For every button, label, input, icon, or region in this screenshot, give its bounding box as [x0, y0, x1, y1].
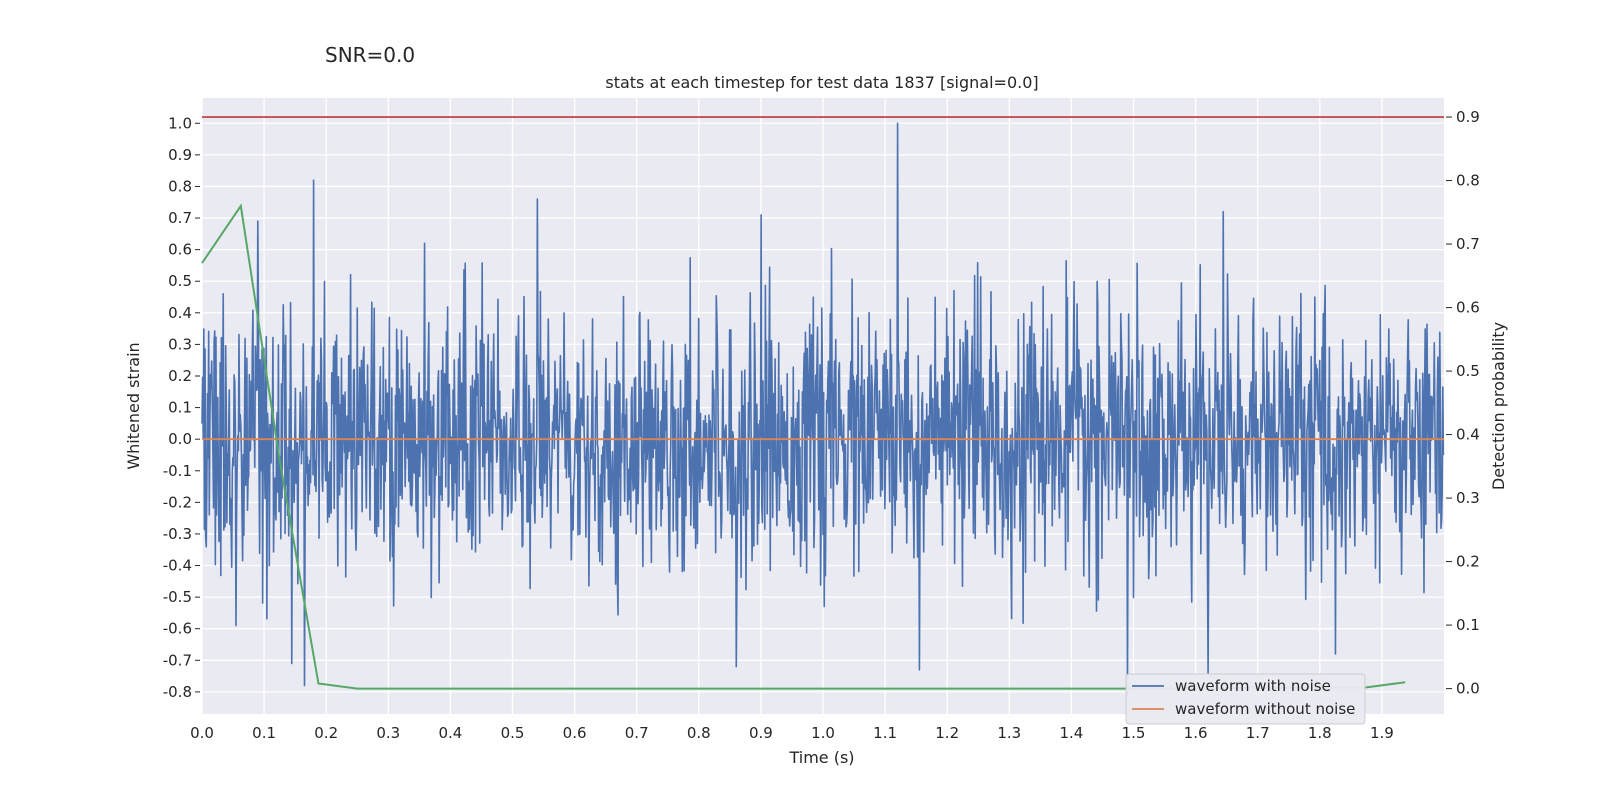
y-axis-right-ticks: 0.0 0.1 0.2 0.3 0.4 0.5 0.6 0.7 0.8 0.9	[1446, 108, 1480, 698]
y-tick-label: -0.7	[163, 651, 192, 669]
y-tick-label: 0.8	[168, 177, 192, 195]
x-tick-label: 1.1	[873, 724, 897, 742]
y2-tick-label: 0.8	[1456, 172, 1480, 190]
y-tick-label: -0.1	[163, 462, 192, 480]
x-tick-label: 1.2	[935, 724, 959, 742]
legend-label-clean: waveform without noise	[1175, 700, 1355, 718]
y-axis-left-label: Whitened strain	[124, 342, 143, 469]
y2-tick-label: 0.9	[1456, 108, 1480, 126]
legend: waveform with noise waveform without noi…	[1125, 673, 1366, 725]
y-tick-label: -0.4	[163, 557, 192, 575]
x-tick-label: 0.0	[190, 724, 214, 742]
y-tick-label: -0.2	[163, 493, 192, 511]
x-tick-label: 0.5	[501, 724, 525, 742]
y-tick-label: 0.7	[168, 209, 192, 227]
x-tick-label: 1.8	[1308, 724, 1332, 742]
y2-tick-label: 0.1	[1456, 616, 1480, 634]
x-tick-label: 1.4	[1059, 724, 1083, 742]
x-tick-label: 0.3	[376, 724, 400, 742]
x-tick-label: 1.3	[997, 724, 1021, 742]
x-tick-label: 0.2	[314, 724, 338, 742]
x-tick-label: 1.0	[811, 724, 835, 742]
y-tick-label: 0.3	[168, 335, 192, 353]
x-tick-label: 0.6	[563, 724, 587, 742]
y-tick-label: -0.8	[163, 683, 192, 701]
y-tick-label: 0.2	[168, 367, 192, 385]
y-tick-label: -0.3	[163, 525, 192, 543]
x-tick-label: 0.8	[687, 724, 711, 742]
y-tick-label: 0.0	[168, 430, 192, 448]
y-tick-label: -0.5	[163, 588, 192, 606]
x-tick-label: 1.7	[1246, 724, 1270, 742]
y-tick-label: 1.0	[168, 114, 192, 132]
series-waveform-with-noise	[201, 122, 1445, 696]
y2-tick-label: 0.3	[1456, 489, 1480, 507]
x-tick-label: 1.5	[1122, 724, 1146, 742]
y2-tick-label: 0.7	[1456, 235, 1480, 253]
y-tick-label: -0.6	[163, 620, 192, 638]
y-tick-label: 0.5	[168, 272, 192, 290]
y-tick-label: 0.4	[168, 304, 192, 322]
y2-tick-label: 0.2	[1456, 553, 1480, 571]
legend-label-noise: waveform with noise	[1175, 677, 1331, 695]
y2-tick-label: 0.6	[1456, 299, 1480, 317]
x-axis-ticks: 0.0 0.1 0.2 0.3 0.4 0.5 0.6 0.7 0.8 0.9 1.0 1.1 1.2 1…	[190, 724, 1394, 742]
x-axis-label: Time (s)	[788, 748, 854, 767]
y2-tick-label: 0.4	[1456, 426, 1480, 444]
x-tick-label: 1.9	[1370, 724, 1394, 742]
y-axis-left-ticks: -0.8 -0.7 -0.6 -0.5 -0.4 -0.3 -0.2 -0.1 0.0 0.1 0.…	[163, 114, 200, 701]
y-tick-label: 0.9	[168, 146, 192, 164]
y2-tick-label: 0.5	[1456, 362, 1480, 380]
y-tick-label: 0.1	[168, 399, 192, 417]
x-tick-label: 1.6	[1184, 724, 1208, 742]
y-axis-right-label: Detection probability	[1489, 322, 1508, 490]
legend-box	[1125, 673, 1366, 725]
y2-tick-label: 0.0	[1456, 680, 1480, 698]
x-tick-label: 0.7	[625, 724, 649, 742]
x-tick-label: 0.4	[438, 724, 462, 742]
x-tick-label: 0.9	[749, 724, 773, 742]
x-tick-label: 0.1	[252, 724, 276, 742]
figure-suptitle: SNR=0.0	[325, 43, 415, 67]
y-tick-label: 0.6	[168, 241, 192, 259]
chart-title: stats at each timestep for test data 183…	[605, 73, 1038, 92]
